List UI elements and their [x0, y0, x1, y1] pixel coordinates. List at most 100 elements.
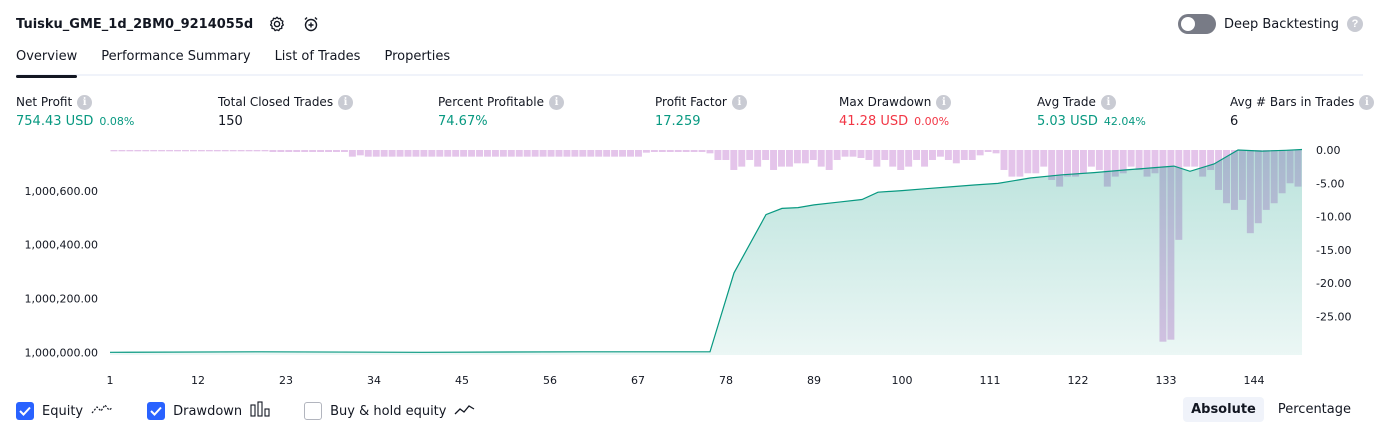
drawdown-bar [205, 150, 213, 152]
drawdown-bar [301, 150, 309, 152]
drawdown-bar [476, 150, 483, 157]
tab-performance-summary[interactable]: Performance Summary [101, 49, 251, 64]
checkbox-unchecked-icon[interactable] [304, 402, 323, 420]
y-right-tick-label: -5.00 [1316, 177, 1344, 190]
drawdown-bar [110, 150, 118, 152]
drawdown-bar [1048, 150, 1056, 180]
deep-backtesting-toggle[interactable] [1177, 14, 1216, 34]
metric-label: Profit Factor [655, 95, 727, 109]
info-icon[interactable]: i [1359, 94, 1375, 110]
metric-sub-value: 42.04% [1103, 115, 1146, 128]
checkbox-checked-icon[interactable] [147, 402, 166, 420]
drawdown-bar [468, 150, 476, 157]
tab-list-of-trades[interactable]: List of Trades [274, 49, 361, 64]
info-icon[interactable]: i [548, 94, 564, 110]
equity-checkbox[interactable]: Equity [16, 402, 113, 420]
alarm-clock-plus-icon[interactable] [301, 14, 321, 34]
y-right-tick-label: -15.00 [1316, 244, 1351, 257]
drawdown-bar [698, 150, 706, 152]
drawdown-bar [754, 150, 762, 167]
deep-backtesting: Deep Backtesting ? [1177, 12, 1363, 36]
percentage-button[interactable]: Percentage [1277, 402, 1351, 417]
drawdown-bar [785, 150, 793, 167]
drawdown-bar [1207, 150, 1215, 170]
metric-total-closed-trades: Total Closed Trades i 150 [218, 94, 354, 129]
drawdown-checkbox[interactable]: Drawdown [147, 401, 270, 421]
info-icon[interactable]: i [936, 94, 952, 110]
metric-label: Avg Trade [1037, 95, 1096, 109]
drawdown-bar [333, 150, 340, 152]
drawdown-bar [968, 150, 976, 160]
tab-properties[interactable]: Properties [384, 49, 451, 64]
drawdown-bar [801, 150, 809, 164]
metric-max-drawdown: Max Drawdown i 41.28 USD 0.00% [839, 94, 952, 129]
drawdown-bar [134, 150, 142, 152]
drawdown-bar [293, 150, 301, 152]
tab-overview[interactable]: Overview [16, 44, 78, 78]
drawdown-bar [1199, 150, 1207, 177]
drawdown-bar [261, 150, 269, 152]
help-icon[interactable]: ? [1347, 16, 1363, 32]
drawdown-bars-icon [250, 401, 270, 421]
gear-icon[interactable] [267, 14, 287, 34]
x-tick-label: 78 [719, 374, 733, 387]
metric-sub-value: 0.00% [914, 115, 950, 128]
drawdown-bar [1183, 150, 1191, 167]
drawdown-bar [189, 150, 197, 152]
drawdown-bar [627, 150, 634, 157]
drawdown-bar [356, 150, 364, 156]
drawdown-bar [460, 150, 468, 157]
metric-net-profit: Net Profit i 754.43 USD 0.08% [16, 94, 134, 129]
info-icon[interactable]: i [77, 94, 93, 110]
drawdown-bar [531, 150, 539, 157]
buy-hold-checkbox[interactable]: Buy & hold equity [304, 402, 476, 420]
drawdown-bar [1016, 150, 1024, 177]
drawdown-bar [650, 150, 658, 152]
metric-avg-trade: Avg Trade i 5.03 USD 42.04% [1037, 94, 1146, 129]
drawdown-bar [245, 150, 253, 152]
info-icon[interactable]: i [1100, 94, 1116, 110]
drawdown-bar [1079, 150, 1087, 174]
drawdown-bar [841, 150, 849, 157]
drawdown-bar [722, 150, 730, 160]
drawdown-label: Drawdown [173, 403, 243, 419]
drawdown-bar [793, 150, 801, 164]
drawdown-bar [778, 150, 785, 167]
drawdown-bar [237, 150, 245, 152]
drawdown-bar [674, 150, 682, 152]
drawdown-bar [563, 150, 571, 157]
drawdown-bar [142, 150, 150, 152]
drawdown-bar [1135, 150, 1143, 170]
drawdown-bar [174, 150, 182, 152]
drawdown-bar [1103, 150, 1111, 187]
drawdown-bar [388, 150, 396, 157]
drawdown-bar [166, 150, 174, 152]
drawdown-bar [452, 150, 460, 157]
info-icon[interactable]: i [731, 94, 747, 110]
drawdown-bar [944, 150, 952, 160]
drawdown-bar [182, 150, 189, 152]
x-tick-label: 45 [455, 374, 469, 387]
x-tick-label: 67 [631, 374, 645, 387]
drawdown-bar [1143, 150, 1151, 177]
drawdown-bar [348, 150, 356, 157]
absolute-button[interactable]: Absolute [1183, 397, 1264, 422]
drawdown-bar [420, 150, 428, 157]
drawdown-bar [507, 150, 515, 157]
drawdown-bar [976, 150, 984, 156]
x-tick-label: 34 [367, 374, 381, 387]
drawdown-bar [309, 150, 317, 152]
info-icon[interactable]: i [338, 94, 354, 110]
drawdown-bar [1191, 150, 1199, 167]
x-axis: 1 12 23 34 45 56 67 78 89 100 111 122 133 144 [107, 374, 1265, 387]
drawdown-bar [428, 150, 436, 157]
drawdown-bar [738, 150, 746, 167]
drawdown-bar [404, 150, 412, 157]
checkbox-checked-icon[interactable] [16, 402, 34, 420]
drawdown-bar [1000, 150, 1008, 170]
drawdown-bar [253, 150, 261, 152]
drawdown-bar [936, 150, 944, 157]
drawdown-bar [857, 150, 865, 158]
view-mode-switch: Absolute Percentage [1183, 397, 1359, 422]
drawdown-bar [992, 150, 1000, 154]
